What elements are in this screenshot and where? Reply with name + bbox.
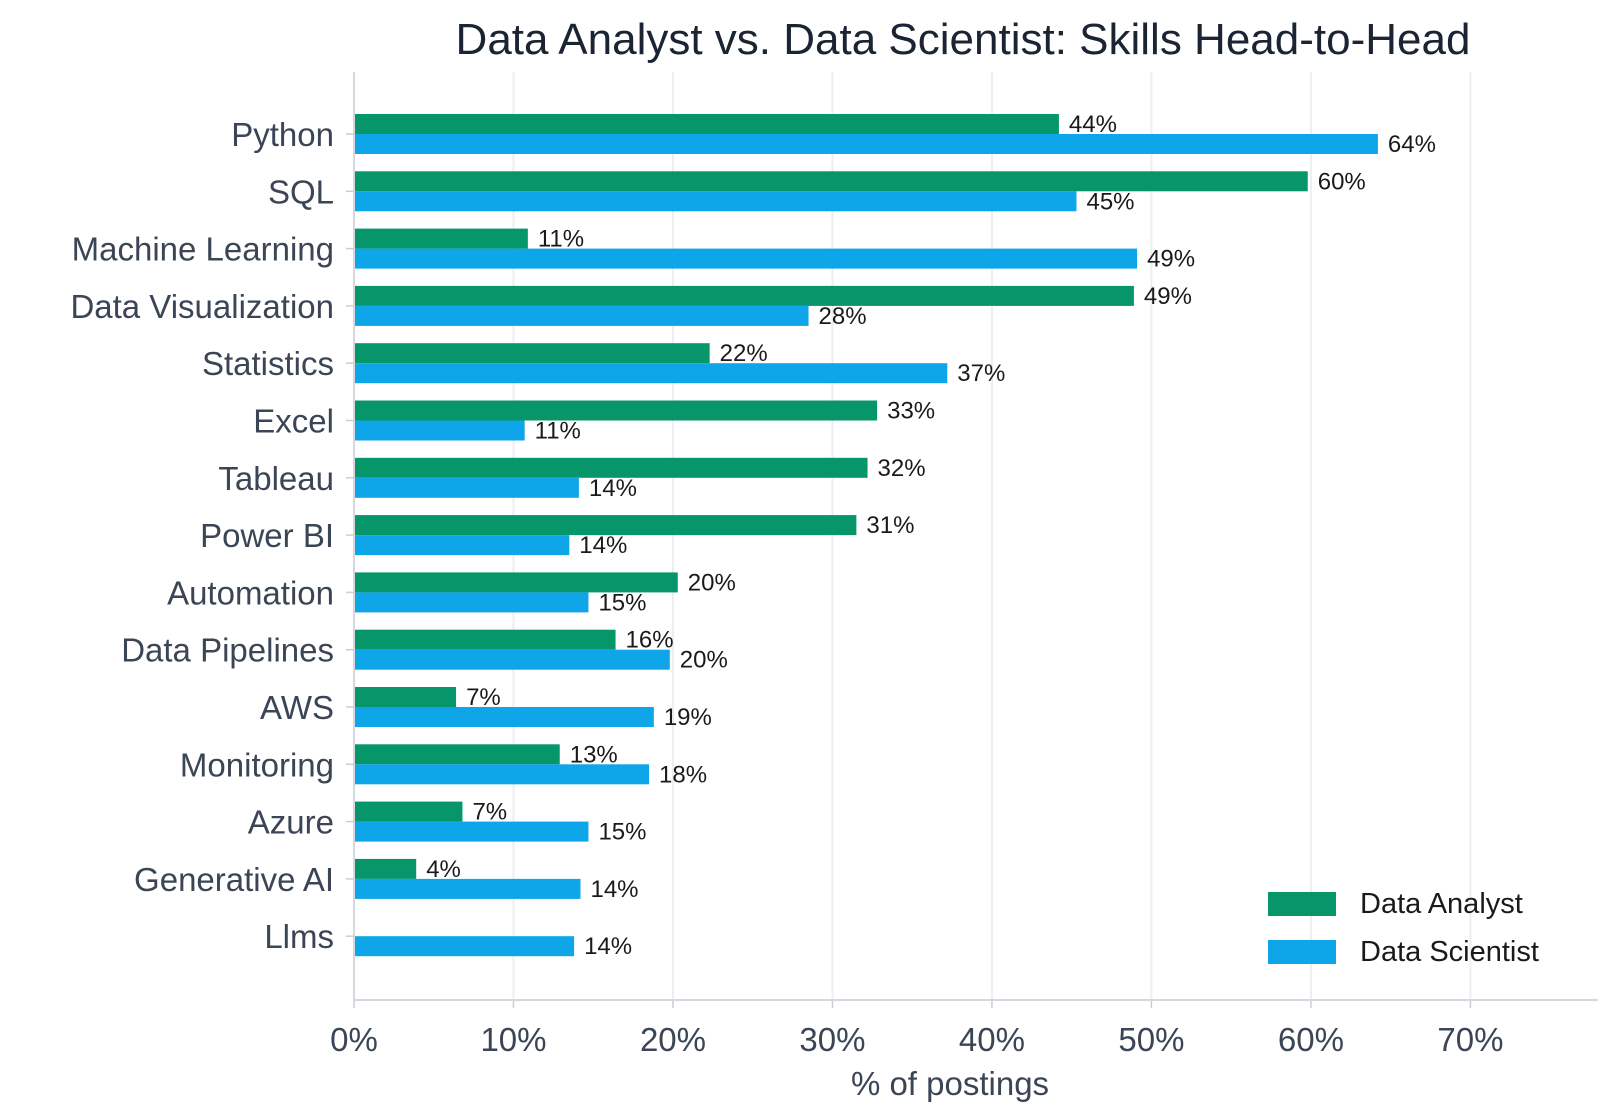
value-label-data-analyst-python: 44% [1069, 111, 1117, 138]
value-label-data-scientist-azure: 15% [598, 819, 646, 846]
legend-label-data-scientist: Data Scientist [1360, 936, 1539, 968]
value-label-data-scientist-llms: 14% [584, 933, 632, 960]
legend: Data Analyst Data Scientist [1268, 888, 1539, 968]
value-label-data-analyst-generative-ai: 4% [426, 856, 461, 883]
bar-data-scientist-statistics [354, 363, 948, 384]
category-label-power-bi: Power BI [200, 517, 334, 554]
bar-data-scientist-automation [354, 592, 589, 613]
bar-data-scientist-data-pipelines [354, 649, 670, 670]
category-label-azure: Azure [248, 804, 334, 841]
bar-data-scientist-tableau [354, 477, 579, 498]
x-tick-label: 20% [640, 1021, 706, 1058]
bar-data-scientist-generative-ai [354, 878, 581, 899]
gridlines [353, 72, 1472, 1000]
value-label-data-analyst-aws: 7% [466, 684, 501, 711]
bar-data-analyst-sql [354, 171, 1308, 192]
value-label-data-analyst-power-bi: 31% [866, 512, 914, 539]
bar-data-analyst-machine-learning [354, 228, 528, 249]
bar-data-analyst-data-pipelines [354, 629, 616, 650]
value-label-data-scientist-monitoring: 18% [659, 761, 707, 788]
value-label-data-analyst-automation: 20% [688, 569, 736, 596]
bars [354, 114, 1378, 957]
category-label-data-pipelines: Data Pipelines [121, 632, 334, 669]
value-label-data-analyst-statistics: 22% [720, 340, 768, 367]
value-label-data-analyst-sql: 60% [1318, 168, 1366, 195]
bar-data-scientist-power-bi [354, 535, 570, 556]
bar-data-analyst-python [354, 114, 1059, 134]
legend-swatch-data-scientist [1268, 940, 1336, 964]
category-label-tableau: Tableau [218, 460, 334, 497]
value-label-data-scientist-data-pipelines: 20% [680, 647, 728, 674]
x-tick-label: 60% [1278, 1021, 1344, 1058]
axes [346, 72, 1598, 1008]
x-tick-label: 30% [799, 1021, 865, 1058]
bar-data-analyst-power-bi [354, 515, 857, 536]
value-label-data-scientist-sql: 45% [1086, 188, 1134, 215]
bar-data-analyst-tableau [354, 457, 868, 478]
category-label-data-visualization: Data Visualization [70, 288, 334, 325]
value-label-data-scientist-automation: 15% [598, 589, 646, 616]
value-label-data-analyst-tableau: 32% [878, 455, 926, 482]
bar-data-scientist-azure [354, 821, 589, 842]
legend-label-data-analyst: Data Analyst [1360, 888, 1523, 920]
value-label-data-analyst-azure: 7% [472, 799, 507, 826]
value-label-data-scientist-aws: 19% [664, 704, 712, 731]
value-label-data-analyst-machine-learning: 11% [538, 226, 584, 253]
bar-data-analyst-excel [354, 400, 878, 421]
bar-data-scientist-aws [354, 707, 654, 727]
bar-data-analyst-data-visualization [354, 285, 1134, 306]
category-label-monitoring: Monitoring [180, 746, 334, 783]
value-label-data-scientist-generative-ai: 14% [590, 876, 638, 903]
category-label-generative-ai: Generative AI [134, 861, 334, 898]
category-label-llms: Llms [264, 918, 334, 955]
value-labels: 44% 64% 60% 45% 11% 49% 49% 28% 22% 37% 33% 11% 32% 1… [426, 111, 1436, 960]
bar-data-analyst-aws [354, 687, 457, 707]
value-label-data-scientist-machine-learning: 49% [1147, 246, 1195, 273]
value-label-data-scientist-power-bi: 14% [579, 532, 627, 559]
chart-title: Data Analyst vs. Data Scientist: Skills … [456, 15, 1471, 64]
x-tick-label: 40% [959, 1021, 1025, 1058]
bar-data-scientist-machine-learning [354, 248, 1138, 269]
category-label-automation: Automation [167, 574, 334, 611]
bar-data-analyst-generative-ai [354, 858, 417, 879]
value-label-data-scientist-excel: 11% [535, 418, 581, 445]
bar-data-analyst-azure [354, 801, 463, 822]
x-axis-title: % of postings [851, 1065, 1049, 1102]
category-labels: Python SQL Machine Learning Data Visualizat… [70, 116, 334, 955]
category-label-sql: SQL [268, 173, 334, 210]
bar-data-scientist-monitoring [354, 764, 650, 785]
value-label-data-scientist-tableau: 14% [589, 475, 637, 502]
x-tick-label: 10% [480, 1021, 546, 1058]
value-label-data-scientist-python: 64% [1388, 131, 1436, 158]
value-label-data-scientist-statistics: 37% [957, 360, 1005, 387]
value-label-data-analyst-data-visualization: 49% [1144, 283, 1192, 310]
bar-data-analyst-automation [354, 572, 678, 593]
x-tick-label: 0% [330, 1021, 378, 1058]
x-tick-labels: 0% 10% 20% 30% 40% 50% 60% 70% [330, 1021, 1503, 1058]
bar-data-scientist-excel [354, 420, 525, 441]
category-label-machine-learning: Machine Learning [72, 231, 334, 268]
value-label-data-scientist-data-visualization: 28% [819, 303, 867, 330]
legend-swatch-data-analyst [1268, 892, 1336, 916]
category-label-aws: AWS [260, 689, 334, 726]
value-label-data-analyst-data-pipelines: 16% [626, 627, 674, 654]
bar-data-scientist-python [354, 134, 1378, 154]
bar-data-scientist-sql [354, 191, 1077, 212]
value-label-data-analyst-monitoring: 13% [570, 741, 618, 768]
x-tick-label: 50% [1118, 1021, 1184, 1058]
category-label-statistics: Statistics [202, 345, 334, 382]
category-label-python: Python [231, 116, 334, 153]
bar-data-scientist-llms [354, 936, 575, 957]
bar-data-scientist-data-visualization [354, 305, 809, 326]
bar-data-analyst-monitoring [354, 744, 560, 765]
value-label-data-analyst-excel: 33% [887, 398, 935, 425]
category-label-excel: Excel [253, 403, 334, 440]
bar-data-analyst-statistics [354, 343, 710, 364]
x-tick-label: 70% [1437, 1021, 1503, 1058]
